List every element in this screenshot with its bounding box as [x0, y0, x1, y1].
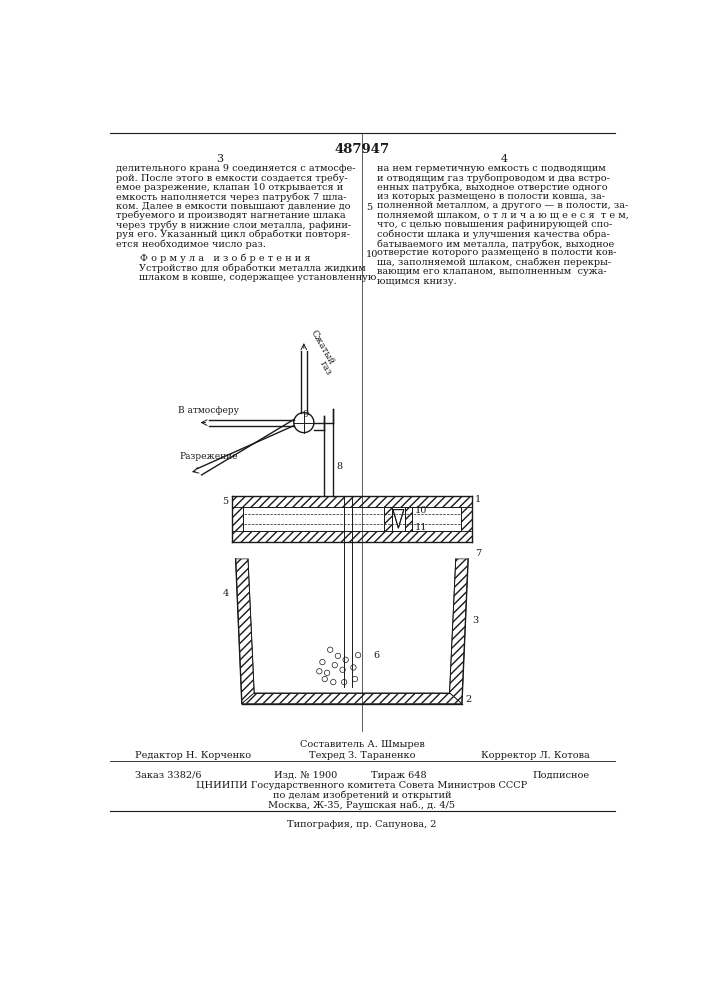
Text: 6: 6 [373, 651, 380, 660]
Text: шлаком в ковше, содержащее установленную: шлаком в ковше, содержащее установленную [139, 273, 376, 282]
Text: В атмосферу: В атмосферу [178, 406, 239, 415]
Text: требуемого и производят нагнетание шлака: требуемого и производят нагнетание шлака [116, 211, 346, 220]
Text: Устройство для обработки металла жидким: Устройство для обработки металла жидким [139, 264, 366, 273]
Text: Москва, Ж-35, Раушская наб., д. 4/5: Москва, Ж-35, Раушская наб., д. 4/5 [269, 801, 455, 810]
Text: газ: газ [317, 359, 333, 377]
Text: ющимся книзу.: ющимся книзу. [377, 277, 457, 286]
Text: Разрежение: Разрежение [180, 452, 238, 461]
Text: ЦНИИПИ Государственного комитета Совета Министров СССР: ЦНИИПИ Государственного комитета Совета … [197, 781, 527, 790]
Text: батываемого им металла, патрубок, выходное: батываемого им металла, патрубок, выходн… [377, 239, 614, 249]
Text: отверстие которого размещено в полости ков-: отверстие которого размещено в полости к… [377, 248, 616, 257]
Text: 11: 11 [414, 523, 427, 532]
Text: полняемой шлаком, о т л и ч а ю щ е е с я  т е м,: полняемой шлаком, о т л и ч а ю щ е е с … [377, 211, 629, 220]
Text: и отводящим газ трубопроводом и два встро-: и отводящим газ трубопроводом и два встр… [377, 173, 609, 183]
Text: Корректор Л. Котова: Корректор Л. Котова [481, 751, 590, 760]
Text: Сжатый: Сжатый [308, 328, 336, 366]
Text: емкость наполняется через патрубок 7 шла-: емкость наполняется через патрубок 7 шла… [116, 192, 346, 202]
Text: Изд. № 1900: Изд. № 1900 [274, 771, 338, 780]
Text: 4: 4 [223, 589, 230, 598]
Text: из которых размещено в полости ковша, за-: из которых размещено в полости ковша, за… [377, 192, 604, 201]
Text: делительного крана 9 соединяется с атмосфе-: делительного крана 9 соединяется с атмос… [116, 164, 356, 173]
Text: ком. Далее в емкости повышают давление до: ком. Далее в емкости повышают давление д… [116, 201, 351, 210]
Text: что, с целью повышения рафинирующей спо-: что, с целью повышения рафинирующей спо- [377, 220, 612, 229]
Text: через трубу в нижние слои металла, рафини-: через трубу в нижние слои металла, рафин… [116, 220, 351, 230]
Text: на нем герметичную емкость с подводящим: на нем герметичную емкость с подводящим [377, 164, 605, 173]
Text: 2: 2 [465, 695, 472, 704]
Text: ша, заполняемой шлаком, снабжен перекры-: ша, заполняемой шлаком, снабжен перекры- [377, 258, 611, 267]
Text: 8: 8 [337, 462, 342, 471]
Text: Составитель А. Шмырев: Составитель А. Шмырев [300, 740, 424, 749]
Text: Ф о р м у л а   и з о б р е т е н и я: Ф о р м у л а и з о б р е т е н и я [140, 253, 310, 263]
Text: собности шлака и улучшения качества обра-: собности шлака и улучшения качества обра… [377, 230, 609, 239]
Text: емое разрежение, клапан 10 открывается и: емое разрежение, клапан 10 открывается и [116, 183, 344, 192]
Text: 10: 10 [414, 506, 427, 515]
Text: Подписное: Подписное [532, 771, 590, 780]
Text: по делам изобретений и открытий: по делам изобретений и открытий [273, 791, 451, 800]
Text: енных патрубка, выходное отверстие одного: енных патрубка, выходное отверстие одног… [377, 183, 607, 192]
Text: 1: 1 [475, 495, 481, 504]
Text: 10: 10 [366, 250, 378, 259]
Text: 7: 7 [475, 549, 481, 558]
Text: руя его. Указанный цикл обработки повторя-: руя его. Указанный цикл обработки повтор… [116, 230, 350, 239]
Text: полненной металлом, а другого — в полости, за-: полненной металлом, а другого — в полост… [377, 201, 628, 210]
Text: 5: 5 [222, 497, 228, 506]
Text: Редактор Н. Корченко: Редактор Н. Корченко [135, 751, 251, 760]
Text: Техред З. Тараненко: Техред З. Тараненко [309, 751, 415, 760]
Text: 3: 3 [216, 154, 223, 164]
Text: рой. После этого в емкости создается требу-: рой. После этого в емкости создается тре… [116, 173, 348, 183]
Text: 9: 9 [303, 410, 308, 419]
Text: 4: 4 [501, 154, 508, 164]
Text: Типография, пр. Сапунова, 2: Типография, пр. Сапунова, 2 [287, 820, 437, 829]
Polygon shape [393, 510, 404, 528]
Text: вающим его клапаном, выполненным  сужа-: вающим его клапаном, выполненным сужа- [377, 267, 607, 276]
Text: 487947: 487947 [334, 143, 390, 156]
Text: 3: 3 [472, 616, 478, 625]
Text: Тираж 648: Тираж 648 [371, 771, 427, 780]
Text: Заказ 3382/6: Заказ 3382/6 [135, 771, 201, 780]
Text: 5: 5 [366, 203, 372, 212]
Text: ется необходимое число раз.: ется необходимое число раз. [116, 239, 267, 249]
